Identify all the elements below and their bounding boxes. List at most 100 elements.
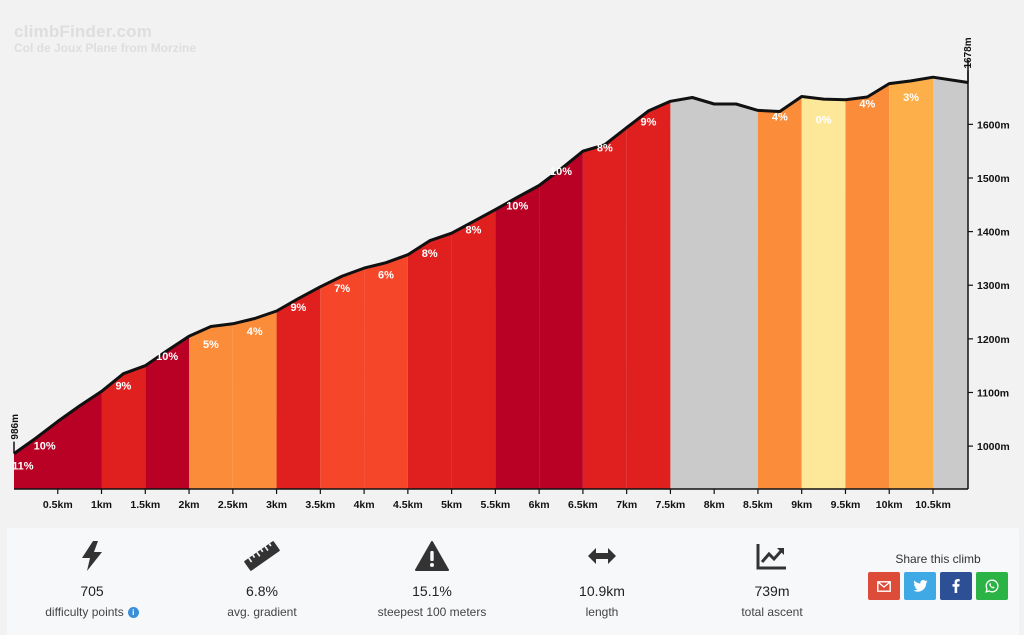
twitter-icon <box>912 580 928 592</box>
gradient-segment <box>407 233 452 489</box>
gradient-label: 5% <box>203 339 219 351</box>
gradient-label: 4% <box>247 326 263 338</box>
x-tick-label: 10.5km <box>915 499 951 511</box>
gradient-label: 9% <box>290 302 306 314</box>
climb-title: Col de Joux Plane from Morzine <box>14 41 197 55</box>
info-icon[interactable]: i <box>127 606 139 618</box>
x-tick-label: 5.5km <box>481 499 511 511</box>
share-twitter-button[interactable] <box>904 572 936 600</box>
y-tick-label: 1000m <box>977 441 1010 453</box>
x-tick-label: 7.5km <box>656 499 686 511</box>
stat-value: 6.8% <box>246 583 278 599</box>
x-tick-label: 3km <box>266 499 287 511</box>
gradient-label: 3% <box>903 92 919 104</box>
whatsapp-icon <box>985 579 999 593</box>
gradient-segment <box>539 151 583 489</box>
gradient-label: 10% <box>34 440 56 452</box>
gradient-segment <box>189 323 233 489</box>
stat-avg-gradient: 6.8% avg. gradient <box>177 528 347 635</box>
x-tick-label: 8km <box>704 499 725 511</box>
x-tick-label: 2km <box>178 499 199 511</box>
gradient-label: 11% <box>12 460 34 472</box>
gradient-label: 8% <box>597 143 613 155</box>
y-tick-label: 1200m <box>977 334 1010 346</box>
stat-length: 10.9km length <box>517 528 687 635</box>
stat-difficulty: 705 difficulty points i <box>7 528 177 635</box>
trend-up-icon <box>687 540 857 572</box>
profile-line <box>13 75 969 455</box>
y-tick-label: 1300m <box>977 280 1010 292</box>
gradient-segment <box>757 96 802 489</box>
x-tick-label: 1km <box>91 499 112 511</box>
y-tick-label: 1600m <box>977 119 1010 131</box>
gradient-segment <box>626 101 671 490</box>
share-whatsapp-button[interactable] <box>976 572 1008 600</box>
arrows-horizontal-icon <box>517 540 687 572</box>
x-tick-label: 8.5km <box>743 499 773 511</box>
stat-label: avg. gradient <box>227 605 297 619</box>
facebook-icon <box>952 579 960 593</box>
gradient-segment <box>801 96 846 489</box>
gradient-label: 10% <box>156 351 178 363</box>
y-tick-label: 1100m <box>977 388 1009 400</box>
x-tick-label: 4.5km <box>393 499 423 511</box>
gradient-segment <box>670 97 758 489</box>
stat-label: length <box>585 605 619 619</box>
ruler-icon <box>177 540 347 572</box>
gradient-label: 6% <box>378 270 394 282</box>
gradient-segment <box>582 127 627 489</box>
y-tick-label: 1500m <box>977 173 1010 185</box>
stat-label: steepest 100 meters <box>377 605 487 619</box>
x-tick-label: 10km <box>876 499 903 511</box>
gradient-segment <box>845 83 890 489</box>
brand-watermark: climbFinder.com <box>14 22 153 41</box>
gradient-label: 0% <box>816 115 832 127</box>
x-tick-label: 9.5km <box>831 499 861 511</box>
stat-label: total ascent <box>741 605 803 619</box>
x-tick-label: 6km <box>529 499 550 511</box>
x-tick-label: 2.5km <box>218 499 248 511</box>
gradient-segment <box>932 77 968 489</box>
stat-value: 739m <box>754 583 790 599</box>
gradient-segment <box>14 391 102 489</box>
x-tick-label: 9km <box>791 499 812 511</box>
x-tick-label: 4km <box>354 499 375 511</box>
x-tick-label: 0.5km <box>43 499 73 511</box>
gradient-segment <box>495 185 540 489</box>
x-tick-label: 6.5km <box>568 499 598 511</box>
gradient-label: 4% <box>772 112 788 124</box>
gradient-label: 10% <box>550 166 572 178</box>
end-elevation-label: 1678m <box>963 37 974 68</box>
gradient-segment <box>451 209 496 489</box>
share-email-button[interactable] <box>868 572 900 600</box>
elevation-profile-chart: 11%10%9%10%5%4%9%7%6%8%8%10%10%8%9% 4% 0%4… <box>10 37 1010 511</box>
gradient-label: 8% <box>466 225 482 237</box>
gradient-label: 9% <box>115 381 131 393</box>
gradient-label: 7% <box>334 283 350 295</box>
start-elevation-label: 986m <box>10 414 21 440</box>
share-facebook-button[interactable] <box>940 572 972 600</box>
stat-total-ascent: 739m total ascent <box>687 528 857 635</box>
stats-panel: 705 difficulty points i 6.8% avg. gradie… <box>7 528 1019 635</box>
stat-value: 10.9km <box>579 583 625 599</box>
gradient-segment <box>364 254 408 489</box>
share-section: Share this climb <box>857 528 1019 635</box>
gradient-segment <box>276 286 321 489</box>
x-tick-label: 3.5km <box>305 499 335 511</box>
stat-value: 705 <box>80 583 104 599</box>
gradient-segment <box>232 311 277 489</box>
gradient-segment <box>320 268 365 489</box>
stat-steepest: 15.1% steepest 100 meters <box>347 528 517 635</box>
y-tick-label: 1400m <box>977 227 1010 239</box>
lightning-icon <box>7 540 177 572</box>
envelope-icon <box>877 580 891 592</box>
gradient-segment <box>101 365 146 489</box>
x-tick-label: 5km <box>441 499 462 511</box>
gradient-label: 9% <box>641 116 657 128</box>
x-tick-label: 1.5km <box>130 499 160 511</box>
gradient-label: 10% <box>506 201 528 213</box>
stat-label: difficulty points <box>45 605 124 619</box>
gradient-segment <box>889 77 933 489</box>
gradient-segment <box>145 336 190 489</box>
gradient-label: 4% <box>859 99 875 111</box>
